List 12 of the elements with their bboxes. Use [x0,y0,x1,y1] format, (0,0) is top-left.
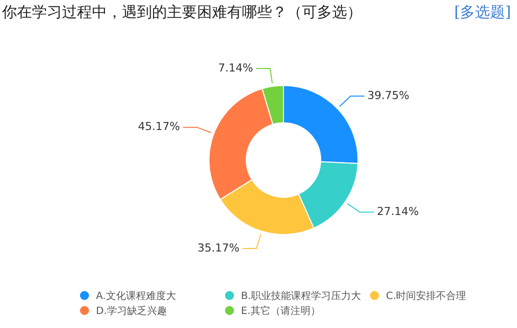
legend-label: C.时间安排不合理 [386,290,466,302]
data-label: 7.14% [218,61,254,74]
data-label: 39.75% [367,89,410,102]
data-label: 45.17% [138,120,180,134]
legend-label: E.其它（请注明） [241,304,320,318]
legend-label: A.文化课程难度大 [96,290,176,302]
chart-title: 你在学习过程中，遇到的主要困难有哪些？（可多选） [2,3,362,22]
legend-label: B.职业技能课程学习压力大 [241,290,362,302]
legend-label: D.学习缺乏兴趣 [96,304,167,318]
data-label: 35.17% [198,241,240,254]
chart-subtitle: [多选题] [454,3,511,22]
data-label: 27.14% [376,205,419,218]
